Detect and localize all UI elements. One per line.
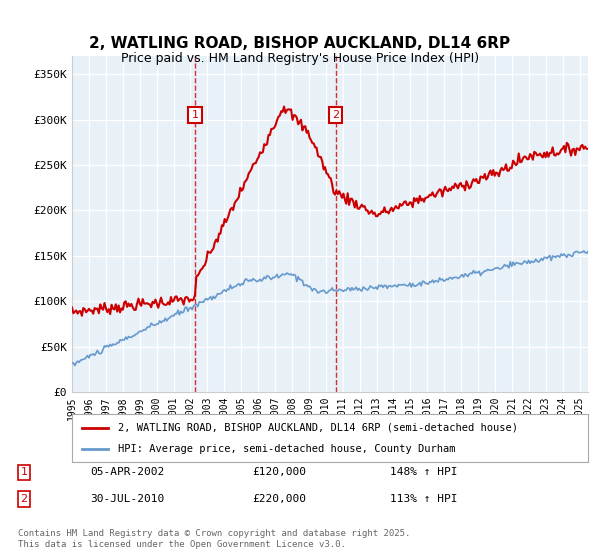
Text: 1: 1 bbox=[20, 468, 28, 478]
Text: £120,000: £120,000 bbox=[252, 468, 306, 478]
Text: HPI: Average price, semi-detached house, County Durham: HPI: Average price, semi-detached house,… bbox=[118, 444, 456, 454]
Text: 2: 2 bbox=[20, 494, 28, 504]
Text: 30-JUL-2010: 30-JUL-2010 bbox=[90, 494, 164, 504]
Text: 113% ↑ HPI: 113% ↑ HPI bbox=[390, 494, 458, 504]
Text: Price paid vs. HM Land Registry's House Price Index (HPI): Price paid vs. HM Land Registry's House … bbox=[121, 52, 479, 64]
Text: 05-APR-2002: 05-APR-2002 bbox=[90, 468, 164, 478]
Text: Contains HM Land Registry data © Crown copyright and database right 2025.
This d: Contains HM Land Registry data © Crown c… bbox=[18, 529, 410, 549]
Text: 2, WATLING ROAD, BISHOP AUCKLAND, DL14 6RP: 2, WATLING ROAD, BISHOP AUCKLAND, DL14 6… bbox=[89, 36, 511, 52]
Text: 2, WATLING ROAD, BISHOP AUCKLAND, DL14 6RP (semi-detached house): 2, WATLING ROAD, BISHOP AUCKLAND, DL14 6… bbox=[118, 423, 518, 433]
Text: £220,000: £220,000 bbox=[252, 494, 306, 504]
Text: 148% ↑ HPI: 148% ↑ HPI bbox=[390, 468, 458, 478]
Text: 2: 2 bbox=[332, 110, 339, 120]
Text: 1: 1 bbox=[191, 110, 199, 120]
